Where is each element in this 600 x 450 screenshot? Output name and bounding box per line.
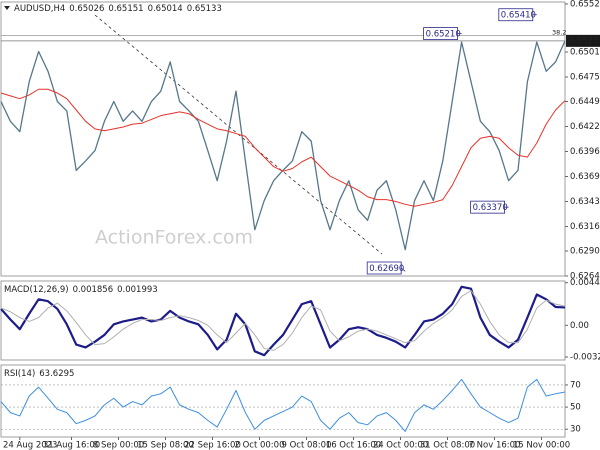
y-tick-label: 0.62905	[570, 247, 600, 257]
x-tick-label: 7 Nov 16:00	[469, 441, 521, 450]
y-tick-label: 0.004427	[570, 278, 600, 288]
panel-title: MACD(12,26,9) 0.001856 0.001993	[4, 285, 158, 295]
x-tick-label: 24 Aug 2023	[3, 441, 57, 450]
panel-title: RSI(14) 63.6295	[4, 369, 74, 379]
x-tick-label: 16 Oct 16:00	[326, 441, 381, 450]
series-line	[0, 290, 566, 351]
indicator-value: 0.001993	[117, 285, 158, 295]
x-tick-label: 24 Oct 00:00	[373, 441, 428, 450]
annotation-box	[470, 200, 506, 214]
annotation-label: 0.63370	[473, 203, 508, 213]
y-tick-label: 0.62640	[570, 272, 600, 282]
panel-frame	[0, 1, 566, 277]
annotation-label: 0.65410	[501, 11, 536, 21]
fib-ratio: 38.2	[552, 28, 566, 36]
y-tick-label: 70	[570, 380, 581, 390]
last-price-tag	[566, 34, 600, 47]
panel-frame	[0, 364, 566, 438]
series-line	[0, 285, 566, 357]
y-tick-label: 30	[570, 425, 581, 435]
indicator-value: 0.001856	[73, 285, 114, 295]
watermark: ActionForex.com	[95, 227, 253, 249]
y-tick-label: 0.64225	[570, 122, 600, 132]
last-price-label: 0.65133	[569, 36, 600, 46]
x-tick-label: 22 Sep 16:00	[184, 441, 241, 450]
ohlc-value: 0.65014	[148, 4, 183, 14]
indicator-name: MACD(12,26,9)	[4, 285, 69, 295]
panel-frame	[0, 280, 566, 361]
annotation-box	[423, 27, 459, 40]
ohlc-value: 0.65133	[187, 4, 222, 14]
indicator-name: RSI(14)	[4, 369, 35, 379]
series-line	[0, 88, 566, 207]
ohlc-value: 0.65151	[108, 4, 143, 14]
series-line	[0, 378, 566, 432]
y-tick-label: -0.003288	[570, 352, 600, 362]
symbol: AUDUSD,H4	[14, 4, 65, 14]
y-tick-label: 50	[570, 403, 581, 413]
annotation-box	[366, 261, 402, 275]
x-tick-label: 15 Nov 00:00	[513, 441, 570, 450]
x-tick-label: 9 Oct 08:00	[281, 441, 331, 450]
y-tick-label: 0.63165	[570, 222, 600, 232]
menu-triangle	[4, 6, 10, 10]
series-line	[0, 40, 566, 251]
ohlc-value: 0.65026	[69, 4, 104, 14]
annotation-label: 0.62690	[369, 264, 404, 274]
x-tick-label: 8 Sep 00:00	[93, 441, 144, 450]
y-tick-label: 0.65524	[570, 0, 600, 9]
y-tick-label: 0.00	[570, 321, 589, 331]
chart-header: AUDUSD,H4 0.65026 0.65151 0.65014 0.65133	[14, 4, 222, 14]
y-tick-label: 0.65015	[570, 47, 600, 57]
y-tick-label: 0.63695	[570, 172, 600, 182]
x-tick-label: 31 Aug 16:00	[43, 441, 100, 450]
annotation-box	[498, 8, 534, 22]
annotation-label: 0.65210	[426, 30, 461, 40]
x-tick-label: 31 Oct 08:00	[420, 441, 475, 450]
x-tick-label: 15 Sep 08:00	[137, 441, 194, 450]
x-tick-label: 2 Oct 00:00	[234, 441, 284, 450]
indicator-value: 63.6295	[39, 369, 74, 379]
annotation-leader	[400, 267, 406, 272]
